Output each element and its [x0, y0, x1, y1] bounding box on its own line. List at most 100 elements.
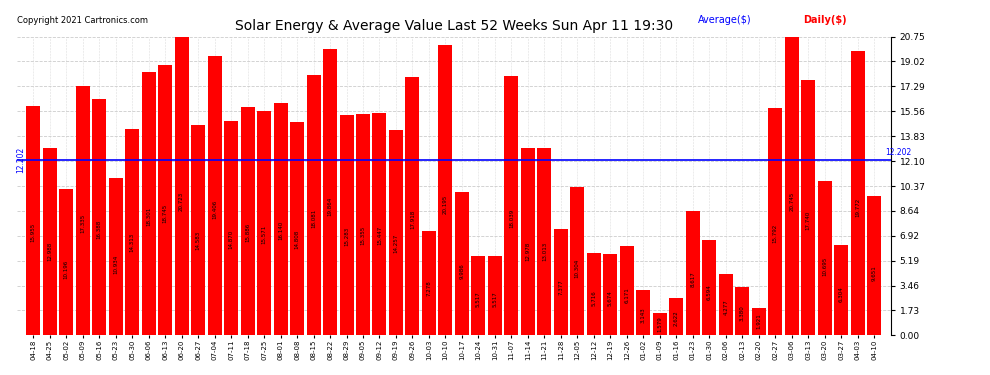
Text: Copyright 2021 Cartronics.com: Copyright 2021 Cartronics.com	[17, 16, 148, 25]
Text: 9.651: 9.651	[871, 265, 876, 280]
Bar	[652, 313, 667, 335]
Text: 4.277: 4.277	[724, 300, 729, 315]
Bar	[736, 286, 749, 335]
Bar	[818, 182, 832, 335]
Text: 12.202: 12.202	[16, 147, 25, 173]
Text: 1.921: 1.921	[756, 314, 761, 329]
Bar	[372, 113, 386, 335]
Text: 8.617: 8.617	[690, 272, 695, 287]
Text: 12.988: 12.988	[48, 242, 52, 261]
Text: 15.886: 15.886	[246, 223, 250, 242]
Text: 14.583: 14.583	[196, 231, 201, 251]
Bar	[835, 244, 848, 335]
Bar	[356, 114, 370, 335]
Text: 19.406: 19.406	[212, 200, 217, 219]
Bar	[850, 51, 864, 335]
Bar	[422, 231, 436, 335]
Text: 6.171: 6.171	[625, 288, 630, 303]
Text: 5.517: 5.517	[492, 292, 497, 308]
Bar	[785, 37, 799, 335]
Bar	[323, 49, 337, 335]
Bar	[406, 77, 420, 335]
Bar	[439, 45, 452, 335]
Text: 7.278: 7.278	[427, 280, 432, 296]
Bar	[142, 72, 155, 335]
Bar	[719, 274, 733, 335]
Text: 17.335: 17.335	[80, 213, 85, 232]
Text: 10.304: 10.304	[575, 259, 580, 278]
Text: 18.301: 18.301	[147, 207, 151, 226]
Text: 3.143: 3.143	[641, 307, 645, 323]
Bar	[109, 178, 123, 335]
Text: 16.140: 16.140	[278, 221, 283, 240]
Text: 7.377: 7.377	[558, 280, 563, 296]
Bar	[553, 229, 568, 335]
Text: 14.870: 14.870	[229, 230, 234, 249]
Bar	[59, 189, 73, 335]
Bar	[75, 86, 90, 335]
Bar	[538, 148, 551, 335]
Text: 13.013: 13.013	[542, 242, 546, 261]
Bar	[751, 308, 765, 335]
Text: 15.792: 15.792	[772, 224, 778, 243]
Bar	[158, 65, 172, 335]
Text: 20.195: 20.195	[443, 195, 447, 214]
Bar	[307, 75, 321, 335]
Text: 19.864: 19.864	[328, 197, 333, 216]
Text: 5.716: 5.716	[591, 290, 596, 306]
Bar	[241, 106, 254, 335]
Text: 15.571: 15.571	[261, 225, 266, 244]
Text: 10.196: 10.196	[63, 260, 68, 279]
Bar	[389, 130, 403, 335]
Text: 14.313: 14.313	[130, 233, 135, 252]
Text: 15.955: 15.955	[31, 222, 36, 242]
Text: 12.202: 12.202	[886, 148, 912, 158]
Bar	[637, 290, 650, 335]
Text: Daily($): Daily($)	[803, 15, 846, 25]
Text: 20.723: 20.723	[179, 191, 184, 211]
Text: 2.622: 2.622	[674, 310, 679, 326]
Bar	[455, 192, 469, 335]
Text: 18.081: 18.081	[311, 209, 316, 228]
Text: 14.257: 14.257	[393, 233, 398, 253]
Text: 10.695: 10.695	[822, 256, 828, 276]
Bar	[27, 106, 41, 335]
Bar	[290, 122, 304, 335]
Bar	[125, 129, 140, 335]
Bar	[340, 115, 353, 335]
Text: 17.918: 17.918	[410, 210, 415, 229]
Bar	[471, 256, 485, 335]
Text: 15.283: 15.283	[344, 226, 349, 246]
Bar	[224, 121, 239, 335]
Text: 17.740: 17.740	[806, 211, 811, 230]
Bar	[191, 125, 205, 335]
Text: Average($): Average($)	[698, 15, 752, 25]
Bar	[587, 253, 601, 335]
Bar	[686, 211, 700, 335]
Text: 20.745: 20.745	[789, 191, 794, 210]
Text: 6.594: 6.594	[707, 285, 712, 300]
Text: 12.978: 12.978	[526, 242, 531, 261]
Text: 6.304: 6.304	[839, 286, 843, 302]
Bar	[208, 56, 222, 335]
Text: 19.772: 19.772	[855, 198, 860, 217]
Bar	[702, 240, 716, 335]
Text: 5.674: 5.674	[608, 291, 613, 306]
Bar	[257, 111, 271, 335]
Title: Solar Energy & Average Value Last 52 Weeks Sun Apr 11 19:30: Solar Energy & Average Value Last 52 Wee…	[235, 19, 673, 33]
Text: 18.039: 18.039	[509, 209, 514, 228]
Bar	[768, 108, 782, 335]
Bar	[92, 99, 106, 335]
Bar	[603, 254, 618, 335]
Text: 18.745: 18.745	[162, 204, 167, 224]
Bar	[488, 256, 502, 335]
Bar	[669, 298, 683, 335]
Text: 14.808: 14.808	[295, 230, 300, 249]
Bar	[273, 103, 287, 335]
Bar	[570, 187, 584, 335]
Bar	[801, 80, 815, 335]
Bar	[43, 148, 56, 335]
Text: 9.986: 9.986	[459, 263, 464, 279]
Text: 3.380: 3.380	[740, 306, 744, 321]
Text: 16.388: 16.388	[97, 219, 102, 239]
